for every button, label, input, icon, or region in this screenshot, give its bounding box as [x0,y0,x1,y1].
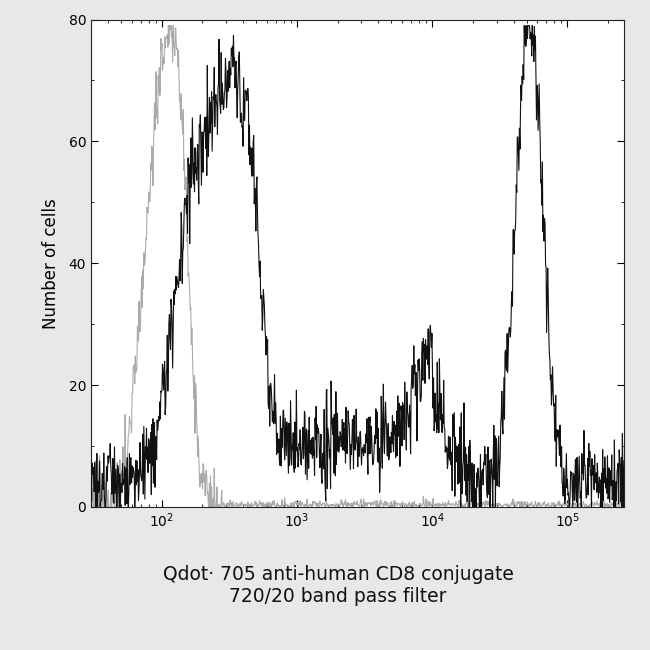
Y-axis label: Number of cells: Number of cells [42,198,60,329]
Text: Qdot· 705 anti-human CD8 conjugate
720/20 band pass filter: Qdot· 705 anti-human CD8 conjugate 720/2… [162,564,514,606]
